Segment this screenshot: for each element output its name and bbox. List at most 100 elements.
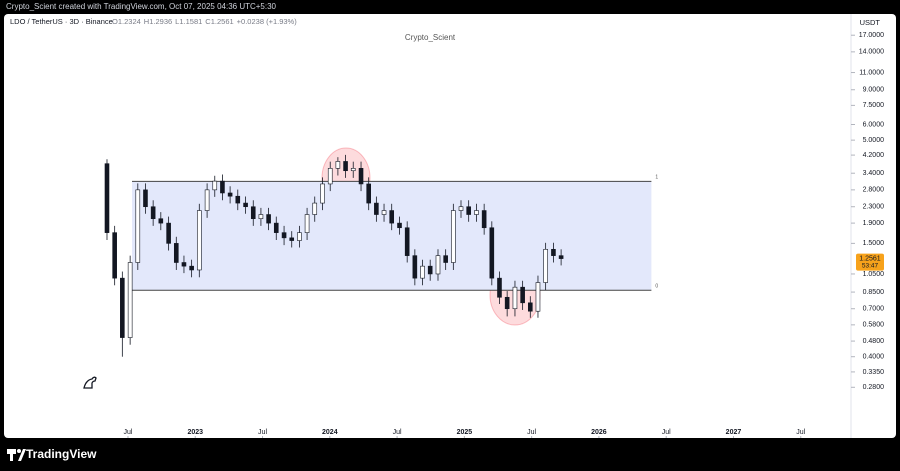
candle <box>389 203 395 231</box>
candle <box>250 200 256 226</box>
legend-letter: H <box>144 17 149 26</box>
y-tick-label: 2.8000 <box>863 187 885 194</box>
channel-level-label: 0 <box>655 284 658 290</box>
candle-body <box>273 222 279 233</box>
candle-body <box>381 210 387 215</box>
candle <box>158 212 164 231</box>
y-tick-label: 0.3350 <box>863 369 885 376</box>
candle <box>481 203 487 235</box>
y-tick-label: 0.8500 <box>863 289 885 296</box>
candle-body <box>427 265 433 275</box>
candle-body <box>150 206 156 220</box>
y-tick-label: 2.3000 <box>863 204 885 211</box>
candle <box>520 280 525 310</box>
x-tick-label: Jul <box>258 429 267 436</box>
logo-shape <box>18 449 26 461</box>
legend-value: 1.2561 <box>211 17 234 26</box>
candle-body <box>558 255 564 259</box>
candle <box>504 291 510 317</box>
candle <box>143 183 148 214</box>
candle-body <box>397 222 402 229</box>
candle <box>312 196 318 222</box>
candle-body <box>281 232 287 239</box>
candle-body <box>258 214 264 220</box>
candle-body <box>551 248 556 256</box>
x-tick-label: Jul <box>527 429 536 436</box>
candle <box>135 183 141 270</box>
candle-body <box>220 180 225 194</box>
candle-body <box>227 192 233 197</box>
candle-body <box>304 214 310 233</box>
candle-body <box>181 262 187 267</box>
candle <box>474 203 479 222</box>
y-tick-label: 0.2800 <box>863 384 885 391</box>
change-label: +0.0238 (+1.93%) <box>237 17 298 26</box>
candle <box>196 203 202 278</box>
currency: USDT <box>860 18 881 27</box>
price-tag <box>856 253 884 271</box>
candle-body <box>243 202 248 208</box>
candle <box>320 177 325 211</box>
y-tick-label: 14.0000 <box>859 49 884 56</box>
x-tick-label: Jul <box>662 429 671 436</box>
channel-fill <box>132 181 652 291</box>
candle-body <box>312 202 318 215</box>
candle <box>281 225 287 246</box>
candle <box>227 186 233 204</box>
candle <box>304 207 310 241</box>
candle-body <box>466 206 471 215</box>
candle <box>343 154 348 178</box>
tv-logo-mark <box>83 376 97 389</box>
candle-body <box>135 189 141 263</box>
legend-letter: O <box>112 17 118 26</box>
logo-shape <box>10 449 13 461</box>
candle <box>381 203 387 222</box>
footer-logo: TradingView <box>7 447 97 461</box>
candle-body <box>158 218 164 224</box>
candle <box>374 196 379 222</box>
candle <box>420 259 425 286</box>
legend-letter: C <box>205 17 211 26</box>
y-tick-label: 1.5000 <box>863 240 885 247</box>
candle-body <box>250 206 256 220</box>
candle <box>512 280 518 317</box>
candle-body <box>120 277 125 338</box>
header-text: Crypto_Scient created with TradingView.c… <box>6 2 277 11</box>
x-tick-label: 2026 <box>591 429 607 436</box>
x-tick-label: 2024 <box>322 429 338 436</box>
candle-body <box>173 243 179 263</box>
candle <box>235 189 241 211</box>
candle-body <box>443 255 448 263</box>
candle-body <box>527 302 533 312</box>
candle-body <box>212 180 218 191</box>
candle-body <box>504 296 510 310</box>
candle <box>358 161 364 192</box>
candle-body <box>127 262 133 338</box>
candle-body <box>196 210 202 271</box>
candle <box>435 249 441 281</box>
countdown: 53:47 <box>862 262 879 269</box>
candle-body <box>320 183 325 204</box>
candle <box>551 242 556 263</box>
candle-body <box>412 255 418 279</box>
candle-body <box>420 265 425 279</box>
candle <box>104 159 110 241</box>
candle-body <box>374 202 379 215</box>
candle <box>489 221 495 286</box>
candle <box>412 249 418 286</box>
candle <box>451 203 456 270</box>
ohlc-legend: O1.2324 H1.2936 L1.1581 C1.2561 +0.0238 (+1.… <box>112 17 297 26</box>
candle-body <box>358 168 364 185</box>
candle <box>212 175 218 197</box>
candle <box>366 177 371 211</box>
legend-value: 1.1581 <box>179 17 202 26</box>
candle <box>335 157 341 176</box>
candle <box>173 236 179 270</box>
candle <box>112 225 117 286</box>
candle-body <box>489 227 495 279</box>
x-tick-label: Jul <box>393 429 402 436</box>
x-tick-label: Jul <box>796 429 805 436</box>
candle <box>204 183 210 218</box>
y-tick-label: 7.5000 <box>863 102 885 109</box>
